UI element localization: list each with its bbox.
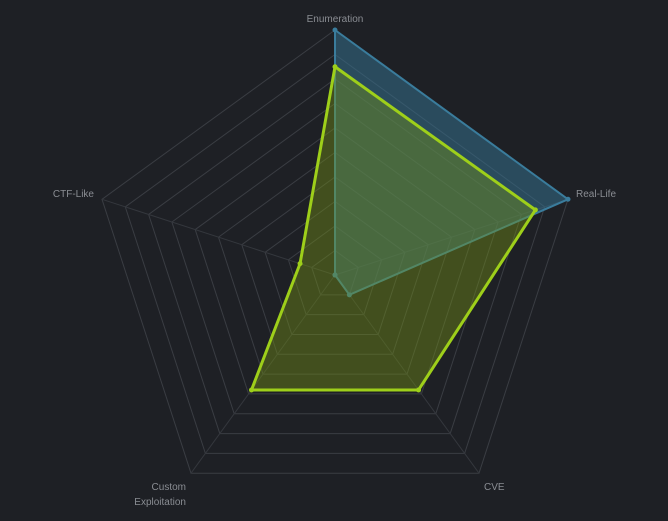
axis-spoke — [101, 198, 336, 276]
data-point — [346, 292, 352, 298]
data-point — [532, 207, 538, 213]
data-point — [332, 27, 338, 33]
axis-spoke — [190, 274, 336, 474]
data-point — [248, 387, 254, 393]
axis-spoke — [334, 274, 480, 474]
axis-label: Enumeration — [307, 14, 364, 25]
axis-label: CVE — [484, 482, 505, 493]
radar-series — [248, 27, 571, 393]
data-point — [565, 196, 571, 202]
axis-label: Custom — [152, 482, 186, 493]
data-point — [332, 64, 338, 70]
axis-label: Exploitation — [134, 497, 186, 508]
axis-label: CTF-Like — [53, 189, 95, 200]
axis-label: Real-Life — [576, 189, 616, 200]
data-point — [332, 272, 338, 278]
radar-axis-labels: Enumeration Real-Life CVE Custom Exploitatio… — [53, 14, 617, 508]
series-area — [249, 65, 537, 392]
data-point — [416, 387, 422, 393]
data-point — [297, 261, 303, 267]
